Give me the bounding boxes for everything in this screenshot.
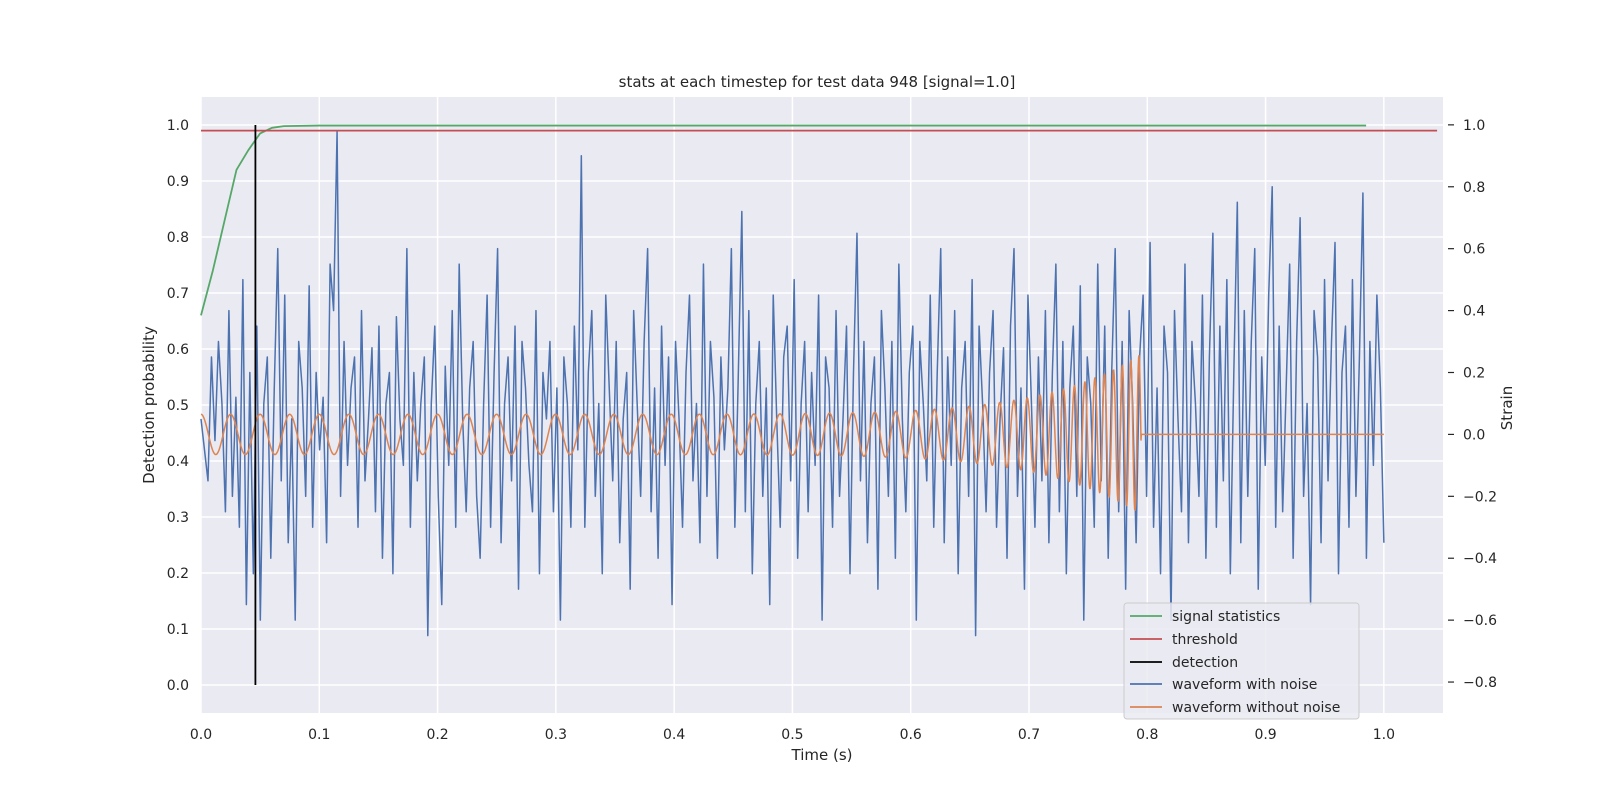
- y-right-tick-label: 0.4: [1463, 304, 1485, 320]
- y-left-tick-label: 0.4: [167, 454, 189, 470]
- y-left-tick-label: 0.7: [167, 286, 189, 302]
- y-right-tick-label: −0.8: [1463, 675, 1497, 691]
- x-axis-label: Time (s): [791, 746, 853, 764]
- y-left-tick-label: 0.2: [167, 566, 189, 582]
- y-left-tick-label: 0.6: [167, 342, 189, 358]
- series-line-signal-statistics: [200, 124, 1367, 316]
- x-axis-ticks: 0.0 0.1 0.2 0.3 0.4 0.5 0.6 0.7 0.8 0.9 1.0: [190, 727, 1395, 743]
- y-right-tick-label: 0.8: [1463, 180, 1485, 196]
- y-left-tick-label: 0.9: [167, 174, 189, 190]
- x-tick-label: 0.8: [1136, 727, 1158, 743]
- y-right-tick-label: 0.6: [1463, 242, 1485, 258]
- x-tick-label: 0.6: [900, 727, 922, 743]
- y-left-tick-label: 0.1: [167, 622, 189, 638]
- legend-label-waveform-with-noise: waveform with noise: [1172, 677, 1317, 693]
- y-right-tick-label: 0.2: [1463, 365, 1485, 381]
- legend-label-detection: detection: [1172, 655, 1238, 671]
- x-tick-label: 0.0: [190, 727, 212, 743]
- legend-label-threshold: threshold: [1172, 632, 1238, 648]
- y-right-axis-ticks: −0.8 −0.6 −0.4 −0.2 0.0 0.2 0.4 0.6 0.8 1.0: [1448, 118, 1497, 691]
- y-left-tick-label: 0.8: [167, 230, 189, 246]
- x-tick-label: 0.1: [308, 727, 330, 743]
- x-tick-label: 0.3: [545, 727, 567, 743]
- y-right-tick-label: −0.4: [1463, 551, 1497, 567]
- y-left-tick-label: 0.0: [167, 678, 189, 694]
- series-layer: [200, 124, 1438, 685]
- y-right-tick-label: −0.2: [1463, 489, 1497, 505]
- y-right-tick-label: −0.6: [1463, 613, 1497, 629]
- y-left-axis-label: Detection probability: [140, 326, 158, 484]
- y-right-axis-label: Strain: [1498, 386, 1516, 430]
- x-tick-label: 0.9: [1254, 727, 1276, 743]
- y-left-tick-label: 1.0: [167, 118, 189, 134]
- legend-box: [1123, 602, 1360, 720]
- legend: signal statistics threshold detection wa…: [1123, 602, 1360, 720]
- y-left-axis-ticks: 0.0 0.1 0.2 0.3 0.4 0.5 0.6 0.7 0.8 0.9 1.0: [167, 118, 189, 694]
- series-line-waveform-with-noise: [200, 130, 1385, 637]
- legend-label-signal-statistics: signal statistics: [1172, 609, 1280, 625]
- legend-label-waveform-without-noise: waveform without noise: [1172, 700, 1340, 716]
- x-tick-label: 0.5: [781, 727, 803, 743]
- x-tick-label: 1.0: [1373, 727, 1395, 743]
- x-tick-label: 0.7: [1018, 727, 1040, 743]
- y-left-tick-label: 0.5: [167, 398, 189, 414]
- chart-title: stats at each timestep for test data 948…: [619, 73, 1016, 91]
- x-tick-label: 0.4: [663, 727, 685, 743]
- series-line-waveform-without-noise: [200, 354, 1385, 511]
- y-left-tick-label: 0.3: [167, 510, 189, 526]
- x-tick-label: 0.2: [426, 727, 448, 743]
- y-right-tick-label: 1.0: [1463, 118, 1485, 134]
- y-right-tick-label: 0.0: [1463, 427, 1485, 443]
